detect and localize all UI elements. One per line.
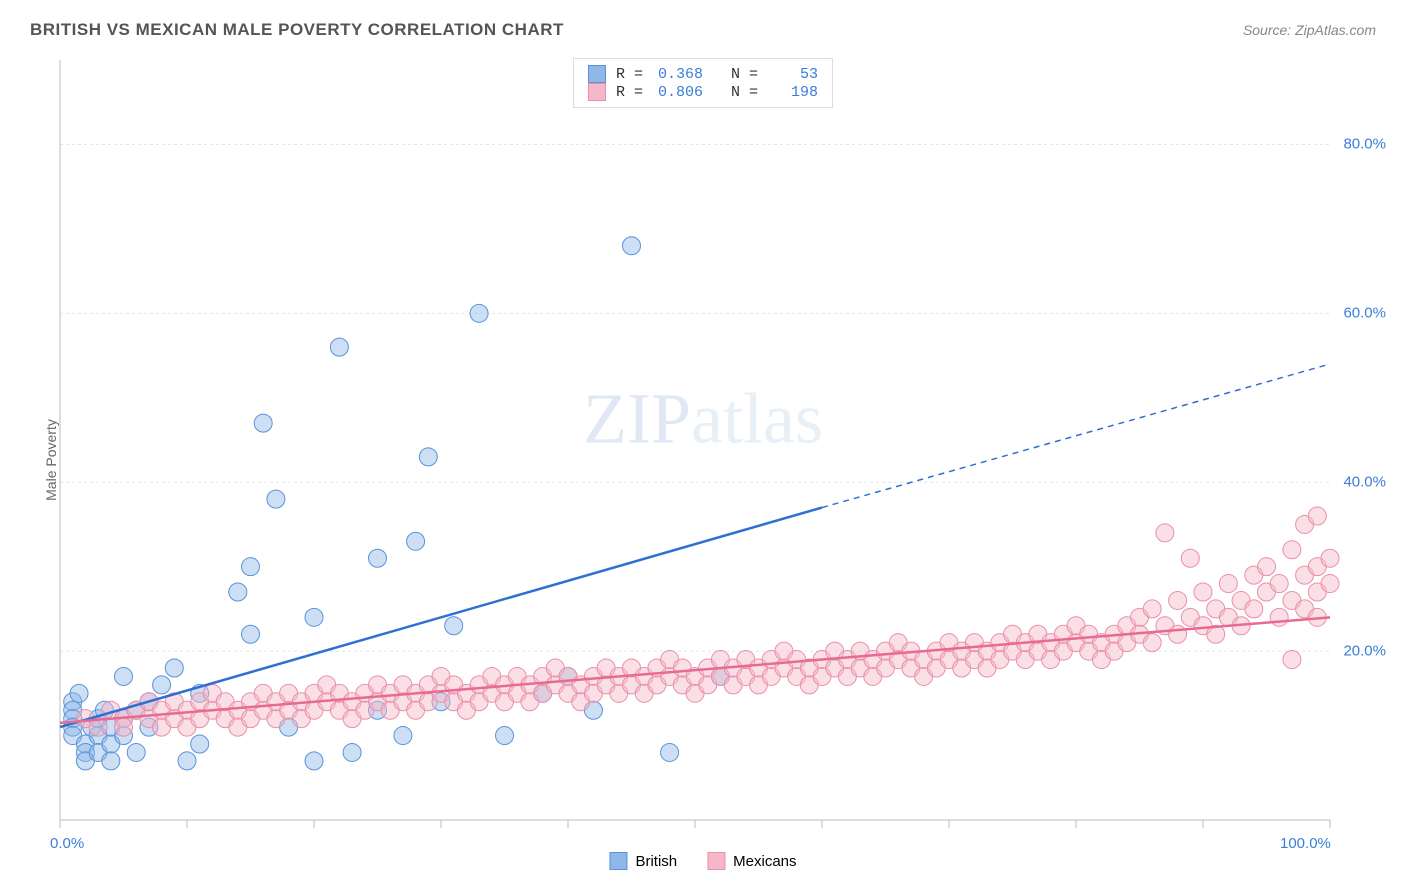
legend-swatch — [609, 852, 627, 870]
series-legend-item: Mexicans — [707, 852, 796, 870]
source-attribution: Source: ZipAtlas.com — [1243, 22, 1376, 38]
legend-r-label: R = — [616, 66, 643, 83]
legend-r-value: 0.368 — [653, 66, 703, 83]
legend-r-value: 0.806 — [653, 84, 703, 101]
y-tick-label: 80.0% — [1343, 136, 1386, 153]
series-name: British — [635, 853, 677, 870]
legend-n-value: 198 — [768, 84, 818, 101]
legend-row: R = 0.368 N = 53 — [588, 65, 818, 83]
legend-n-label: N = — [713, 84, 758, 101]
series-legend: British Mexicans — [609, 852, 796, 870]
legend-swatch — [588, 83, 606, 101]
series-name: Mexicans — [733, 853, 796, 870]
y-tick-label: 20.0% — [1343, 643, 1386, 660]
x-tick-label: 0.0% — [50, 835, 84, 852]
x-tick-label: 100.0% — [1280, 835, 1331, 852]
legend-r-label: R = — [616, 84, 643, 101]
legend-row: R = 0.806 N = 198 — [588, 83, 818, 101]
correlation-legend: R = 0.368 N = 53 R = 0.806 N = 198 — [573, 58, 833, 108]
legend-swatch — [707, 852, 725, 870]
legend-n-label: N = — [713, 66, 758, 83]
legend-n-value: 53 — [768, 66, 818, 83]
scatter-chart — [0, 50, 1406, 870]
y-tick-label: 60.0% — [1343, 305, 1386, 322]
y-tick-label: 40.0% — [1343, 474, 1386, 491]
series-legend-item: British — [609, 852, 677, 870]
chart-container: Male Poverty ZIPatlas R = 0.368 N = 53 R… — [0, 50, 1406, 870]
legend-swatch — [588, 65, 606, 83]
chart-title: BRITISH VS MEXICAN MALE POVERTY CORRELAT… — [30, 20, 564, 40]
